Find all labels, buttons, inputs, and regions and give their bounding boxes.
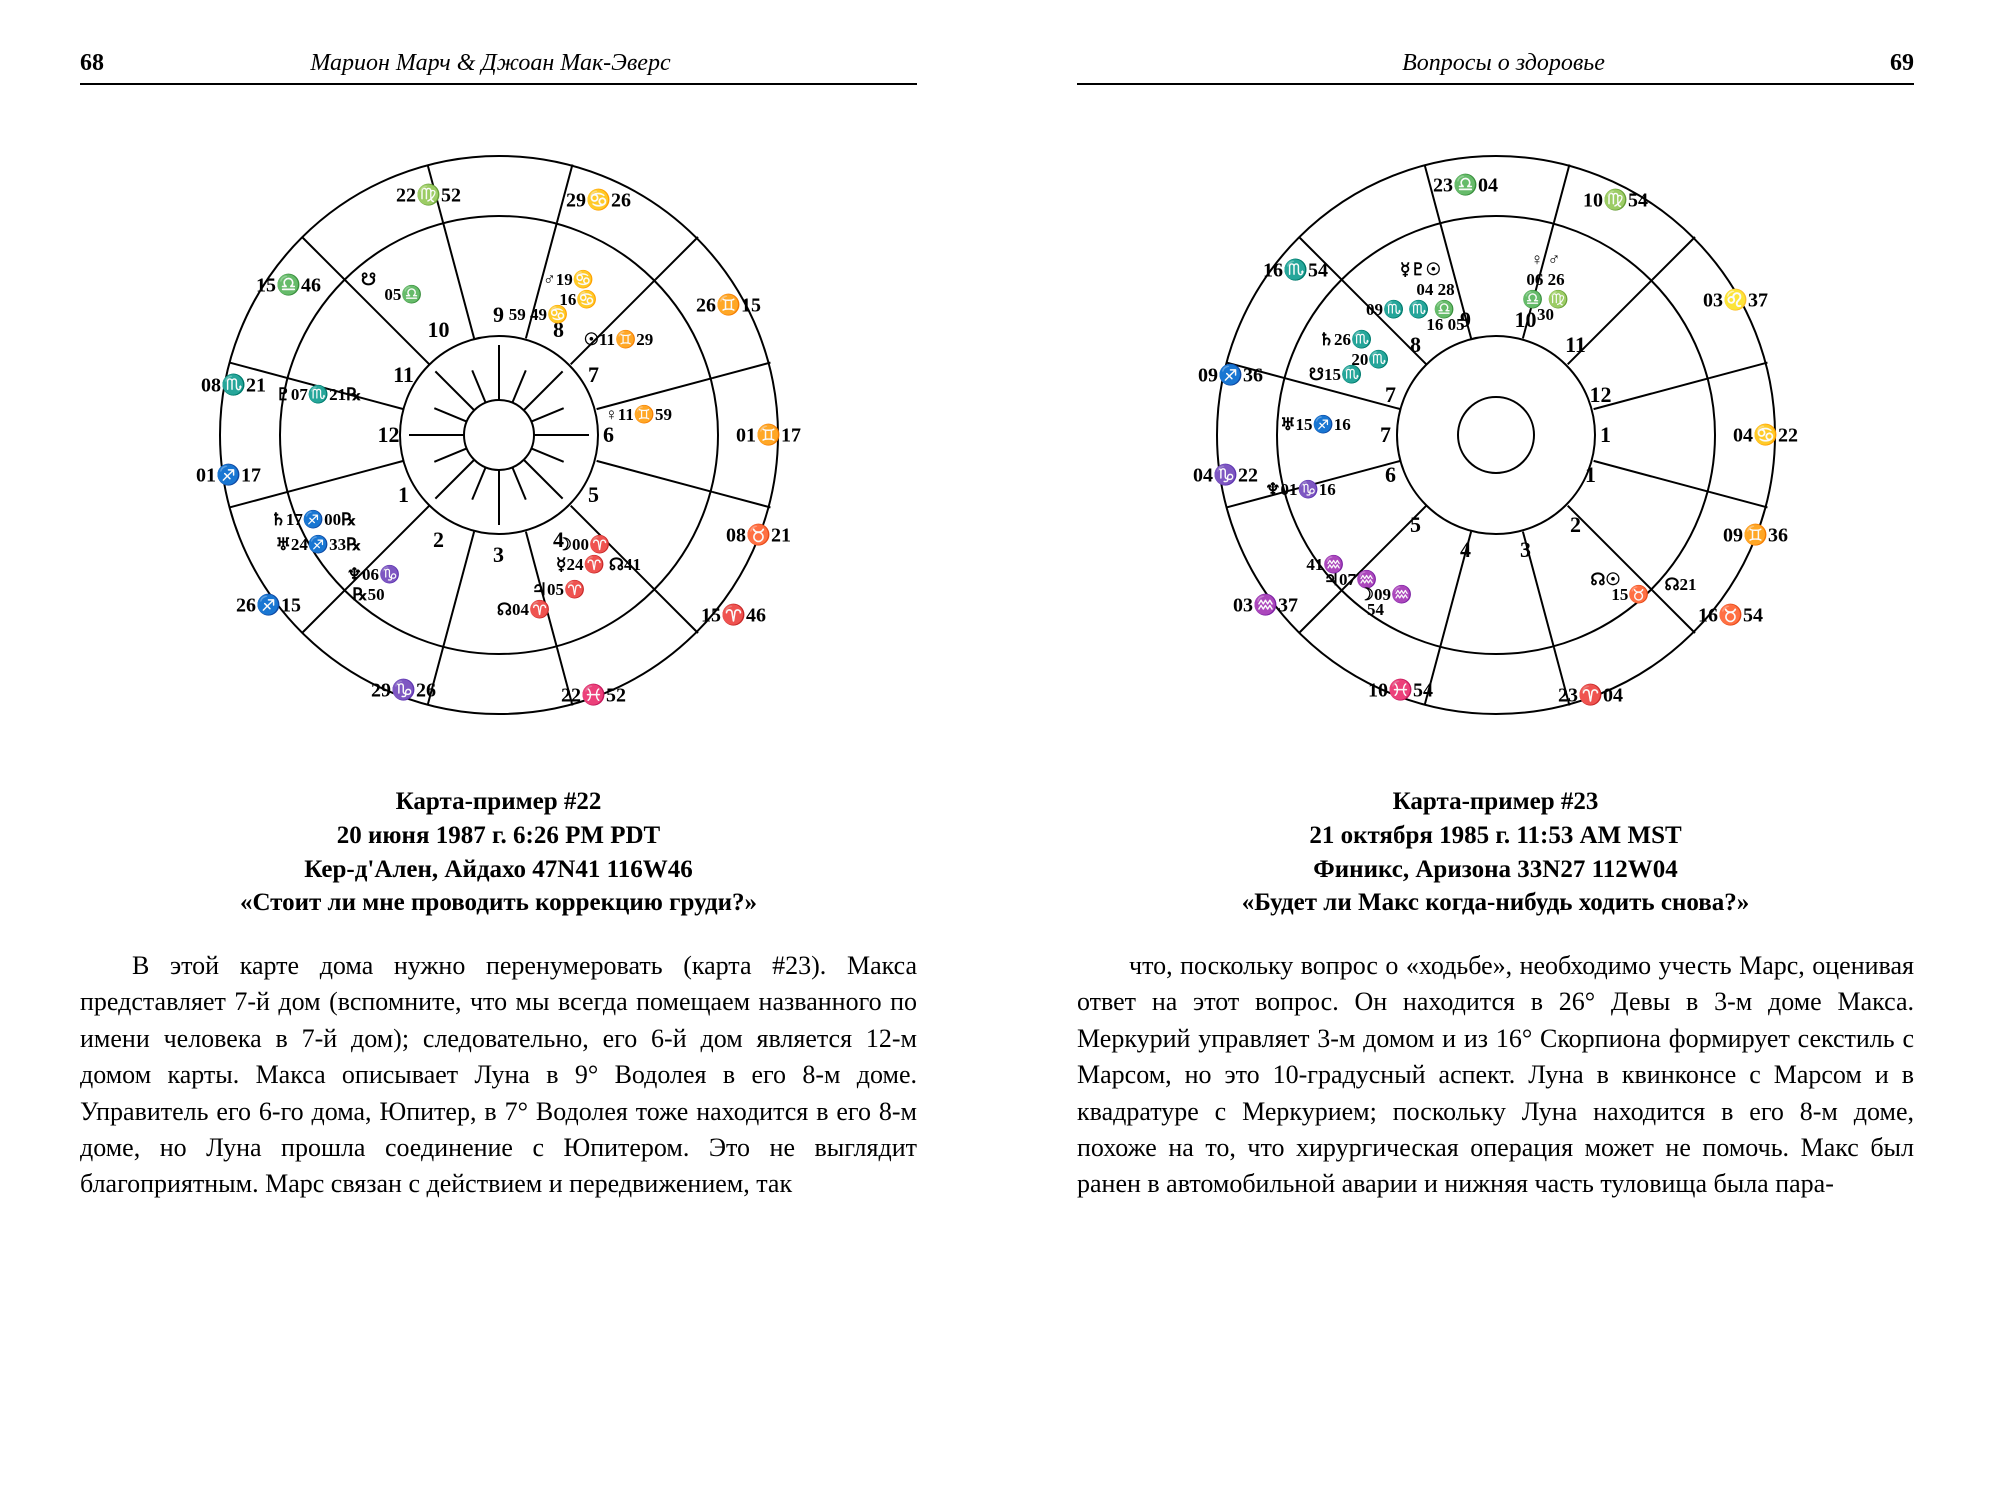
right-astro-chart: 1234567891011121723♎0410♍5416♏5403♌3709♐… — [1176, 115, 1816, 755]
planet-label: ♆01♑16 — [1265, 480, 1335, 500]
house-number: 9 — [493, 302, 504, 328]
left-astro-chart: 12345678910111222♍5229♋2615♎4626♊1508♏21… — [179, 115, 819, 755]
left-page: 68 Марион Марч & Джоан Мак-Эверс 1234567… — [0, 0, 997, 1500]
planet-label: 16 05 — [1426, 315, 1464, 335]
cusp-label: 26♐15 — [236, 593, 301, 618]
house-number: 3 — [493, 542, 504, 568]
house-number: 11 — [1565, 332, 1586, 358]
planet-label: ☊21 — [1664, 575, 1696, 595]
left-running-head: Марион Марч & Джоан Мак-Эверс — [310, 50, 670, 77]
cusp-label: 10♓54 — [1368, 678, 1433, 703]
house-number: 6 — [603, 422, 614, 448]
cusp-label: 26♊15 — [696, 293, 761, 318]
planet-label: ☿24♈ ☊41 — [556, 555, 641, 575]
house-number: 1 — [1600, 422, 1611, 448]
planet-label: 06 26 — [1526, 270, 1564, 290]
cusp-label: 15♈46 — [701, 603, 766, 628]
planet-label: 59 49♋ — [509, 305, 568, 325]
planet-label: 15♉ — [1611, 585, 1649, 605]
planet-label: ♀ ♂ — [1531, 250, 1561, 270]
house-number: 4 — [1460, 537, 1471, 563]
left-body-text: В этой карте дома нужно перенумеровать (… — [80, 948, 917, 1203]
house-number: 12 — [1590, 382, 1612, 408]
cusp-label: 03♌37 — [1703, 288, 1768, 313]
house-number: 7 — [1385, 382, 1396, 408]
planet-label: 04 28 — [1416, 280, 1454, 300]
left-caption: Карта-пример #2220 июня 1987 г. 6:26 PM … — [80, 785, 917, 920]
cusp-label: 08♏21 — [201, 373, 266, 398]
house-number: 2 — [1570, 512, 1581, 538]
planet-label: ♄17♐00℞ — [271, 510, 357, 530]
planet-label: ♂19♋ — [543, 270, 594, 290]
house-number: 1 — [398, 482, 409, 508]
planet-label: ☿♇☉ — [1400, 260, 1441, 280]
house-number: 8 — [1410, 332, 1421, 358]
planet-label: ♅24♐33℞ — [276, 535, 362, 555]
cusp-label: 15♎46 — [256, 273, 321, 298]
planet-label: ♆06♑ — [347, 565, 400, 585]
planet-label: ☽00♈ — [557, 535, 610, 555]
planet-label: 30 — [1537, 305, 1554, 325]
house-number: 10 — [1515, 307, 1537, 333]
right-page: Вопросы о здоровье 69 123456789101112172… — [997, 0, 1994, 1500]
right-page-number: 69 — [1890, 50, 1914, 77]
cusp-label: 04♑22 — [1193, 463, 1258, 488]
house-number: 7 — [588, 362, 599, 388]
cusp-label: 29♑26 — [371, 678, 436, 703]
planet-label: ♄26♏ — [1319, 330, 1372, 350]
cusp-label: 08♉21 — [726, 523, 791, 548]
cusp-label: 16♉54 — [1698, 603, 1763, 628]
cusp-label: 09♊36 — [1723, 523, 1788, 548]
house-number: 1 — [1585, 462, 1596, 488]
planet-label: ♃05♈ — [532, 580, 585, 600]
house-number: 12 — [378, 422, 400, 448]
house-number: 11 — [393, 362, 414, 388]
planet-label: 05♎ — [384, 285, 422, 305]
cusp-label: 01♊17 — [736, 423, 801, 448]
sun-rays-icon — [179, 115, 819, 755]
cusp-label: 23♈04 — [1558, 683, 1623, 708]
house-number: 5 — [1410, 512, 1421, 538]
house-number: 2 — [433, 527, 444, 553]
planet-label: ☋ — [361, 270, 376, 290]
left-page-number: 68 — [80, 50, 104, 77]
planet-label: 54 — [1367, 600, 1384, 620]
cusp-label: 22♓52 — [561, 683, 626, 708]
cusp-label: 23♎04 — [1433, 173, 1498, 198]
planet-label: ♅15♐16 — [1280, 415, 1350, 435]
planet-label: ♇07♏21℞ — [276, 385, 362, 405]
right-running-head: Вопросы о здоровье — [1402, 50, 1605, 77]
left-header: 68 Марион Марч & Джоан Мак-Эверс — [80, 50, 917, 85]
right-caption: Карта-пример #2321 октября 1985 г. 11:53… — [1077, 785, 1914, 920]
left-chart-wrap: 12345678910111222♍5229♋2615♎4626♊1508♏21… — [80, 115, 917, 755]
right-body-text: что, поскольку вопрос о «ходьбе», необхо… — [1077, 948, 1914, 1203]
house-number: 6 — [1385, 462, 1396, 488]
cusp-label: 29♋26 — [566, 188, 631, 213]
cusp-label: 10♍54 — [1583, 188, 1648, 213]
house-number: 5 — [588, 482, 599, 508]
cusp-label: 01♐17 — [196, 463, 261, 488]
house-number: 10 — [428, 317, 450, 343]
inner-circle-icon — [1176, 115, 1816, 755]
cusp-label: 09♐36 — [1198, 363, 1263, 388]
house-number: 3 — [1520, 537, 1531, 563]
cusp-label: 03♒37 — [1233, 593, 1298, 618]
cusp-label: 22♍52 — [396, 183, 461, 208]
planet-label: ☉11♊29 — [584, 330, 653, 350]
planet-label: ♀11♊59 — [605, 405, 672, 425]
house-number: 7 — [1380, 422, 1391, 448]
planet-label: ☋15♏ — [1309, 365, 1362, 385]
planet-label: ☊04♈ — [497, 600, 550, 620]
planet-label: ℞50 — [352, 585, 384, 605]
planet-label: 41♒ — [1306, 555, 1344, 575]
right-header: Вопросы о здоровье 69 — [1077, 50, 1914, 85]
cusp-label: 16♏54 — [1263, 258, 1328, 283]
right-chart-wrap: 1234567891011121723♎0410♍5416♏5403♌3709♐… — [1077, 115, 1914, 755]
cusp-label: 04♋22 — [1733, 423, 1798, 448]
